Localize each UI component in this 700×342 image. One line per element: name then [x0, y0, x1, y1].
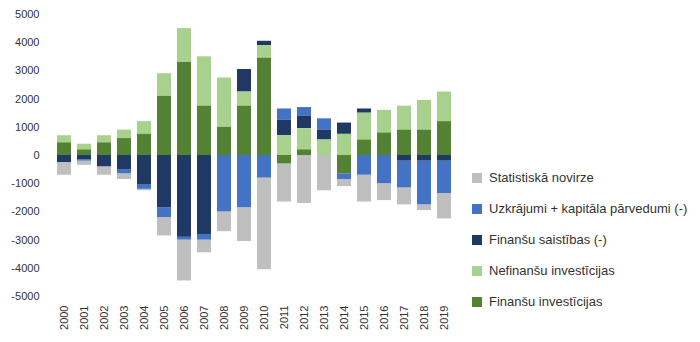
svg-text:1000: 1000 — [15, 121, 39, 133]
svg-text:2004: 2004 — [138, 306, 150, 330]
svg-text:4000: 4000 — [15, 36, 39, 48]
html-text:Finanšu saistības (-): Finanšu saistības (-) — [489, 232, 607, 247]
svg-text:2001: 2001 — [78, 306, 90, 330]
svg-text:2008: 2008 — [218, 306, 230, 330]
svg-text:2015: 2015 — [358, 306, 370, 330]
svg-text:2000: 2000 — [15, 93, 39, 105]
svg-text:-3000: -3000 — [11, 234, 39, 246]
svg-text:2017: 2017 — [398, 306, 410, 330]
svg-text:2007: 2007 — [198, 306, 210, 330]
svg-text:0: 0 — [33, 149, 39, 161]
html-text:Uzkrājumi + kapitāla pārvedumi: Uzkrājumi + kapitāla pārvedumi (-) — [489, 201, 688, 216]
svg-text:2013: 2013 — [318, 306, 330, 330]
svg-text:2012: 2012 — [298, 306, 310, 330]
svg-text:-4000: -4000 — [11, 262, 39, 274]
svg-text:2018: 2018 — [418, 306, 430, 330]
html-text:Statistiskā novirze: Statistiskā novirze — [489, 170, 594, 185]
svg-text:-1000: -1000 — [11, 177, 39, 189]
svg-text:2005: 2005 — [158, 306, 170, 330]
svg-text:2009: 2009 — [238, 306, 250, 330]
svg-text:-5000: -5000 — [11, 290, 39, 302]
svg-text:2010: 2010 — [258, 306, 270, 330]
html-text:Nefinanšu investīcijas: Nefinanšu investīcijas — [489, 263, 615, 278]
svg-text:2003: 2003 — [118, 306, 130, 330]
svg-text:2006: 2006 — [178, 306, 190, 330]
svg-text:2014: 2014 — [338, 306, 350, 330]
svg-text:2000: 2000 — [58, 306, 70, 330]
svg-text:2019: 2019 — [438, 306, 450, 330]
svg-text:-2000: -2000 — [11, 205, 39, 217]
svg-text:3000: 3000 — [15, 64, 39, 76]
html-text:Finanšu investīcijas: Finanšu investīcijas — [489, 294, 603, 309]
svg-text:2016: 2016 — [378, 306, 390, 330]
svg-text:2002: 2002 — [98, 306, 110, 330]
svg-text:5000: 5000 — [15, 8, 39, 20]
svg-text:2011: 2011 — [278, 306, 290, 330]
